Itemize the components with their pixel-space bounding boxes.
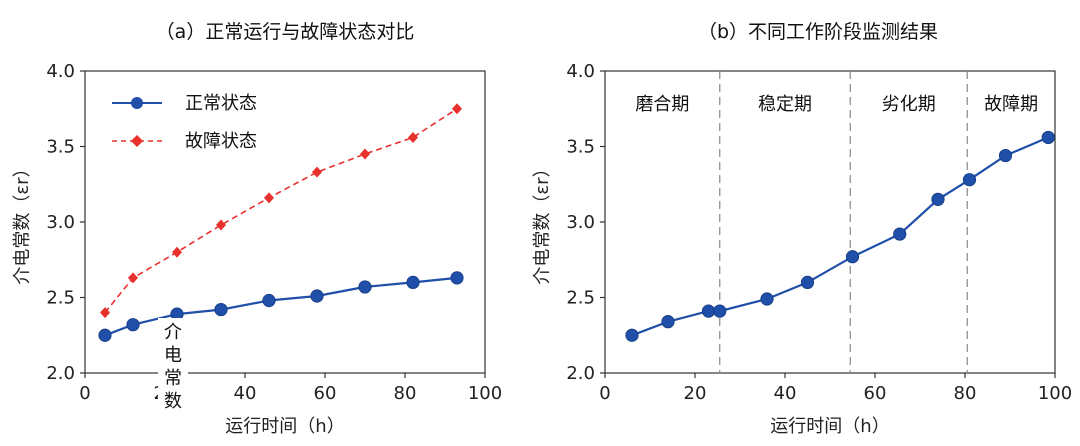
data-point [962,173,977,187]
phase-label: 磨合期 [635,94,689,115]
data-point [358,280,372,294]
panel-b-y-label: 介电常数（εr） [532,159,553,284]
data-point [214,302,228,317]
data-point [98,328,112,342]
panel-b-plot-frame [604,70,1056,374]
panel-a-title: （a）正常运行与故障状态对比 [156,21,415,43]
data-point [406,275,420,289]
panel-a-legend: 正常状态 故障状态 [112,93,257,152]
data-point [1041,130,1055,145]
panel-a-plot-frame [84,70,486,374]
panel-a-y-label: 介电常数（εr） [12,159,33,284]
series-line [631,136,1049,337]
y-tick-label: 4.0 [46,61,75,82]
panel-b-x-ticks: 0 20 40 60 80 100 [599,373,1072,404]
series-line [104,276,458,337]
panel-a: （a）正常运行与故障状态对比 2.02.53.03.54.0 020406080… [12,21,502,437]
y-tick-label: 3.5 [46,137,75,158]
legend-fault-label: 故障状态 [185,131,257,152]
panel-a-series [98,103,464,342]
data-point [312,166,322,178]
x-tick-label: 60 [864,383,887,404]
panel-a-y-ticks: 2.0 2.5 3.0 3.5 4.0 [46,61,85,384]
data-point [100,307,110,319]
phase-label: 稳定期 [758,94,812,115]
y-tick-label: 2.5 [46,288,75,309]
data-point [625,328,639,342]
x-tick-label: 100 [468,383,502,404]
panel-b: （b）不同工作阶段监测结果 2.0 2.5 3.0 3.5 4.0 0 20 40 60 80 1… [532,21,1072,437]
legend-normal-marker [131,97,143,109]
panel-b-phases: 磨合期 稳定期 劣化期 故障期 [635,71,1038,373]
y-tick-label: 3.0 [566,212,595,233]
panel-a-x-label: 运行时间（h） [225,416,344,437]
data-point [713,304,727,318]
x-tick-label: 80 [394,383,417,404]
x-tick-label: 0 [599,383,610,404]
series-line [104,108,458,314]
annotation-char: 介 [164,322,182,343]
legend-fault-marker [131,135,143,147]
y-tick-label: 3.0 [46,212,75,233]
data-point [893,227,907,241]
y-tick-label: 2.0 [566,363,595,384]
data-point [126,318,140,332]
data-point [172,246,182,258]
annotation-char: 常 [164,368,182,389]
data-point [450,271,464,285]
x-tick-label: 100 [1038,383,1072,404]
data-point [216,219,226,231]
data-point [661,315,675,329]
panel-b-series [625,130,1055,342]
data-point [760,292,774,306]
panel-b-y-ticks: 2.0 2.5 3.0 3.5 4.0 [566,61,605,384]
x-tick-label: 20 [684,383,707,404]
panel-b-x-label: 运行时间（h） [770,416,889,437]
data-point [310,289,324,303]
y-tick-label: 2.0 [46,363,75,384]
data-point [452,103,462,115]
panel-a-annotation: 介电常数 [164,322,182,412]
data-point [931,192,945,206]
x-tick-label: 0 [79,383,90,404]
y-tick-label: 3.5 [566,137,595,158]
y-tick-label: 4.0 [566,61,595,82]
annotation-char: 电 [164,345,182,366]
phase-label: 故障期 [984,94,1038,115]
data-point [408,131,418,143]
panel-b-title: （b）不同工作阶段监测结果 [698,21,938,43]
x-tick-label: 60 [314,383,337,404]
data-point [800,275,815,289]
data-point [845,250,860,264]
data-point [701,304,716,318]
phase-label: 劣化期 [882,94,936,115]
data-point [998,148,1013,163]
data-point [264,192,274,204]
annotation-char: 数 [164,391,182,412]
data-point [262,293,276,308]
x-tick-label: 40 [774,383,797,404]
annotation-background [158,318,188,418]
x-tick-label: 80 [954,383,977,404]
data-point [360,148,370,160]
y-tick-label: 2.5 [566,288,595,309]
x-tick-label: 40 [234,383,257,404]
data-point [128,272,138,284]
legend-normal-label: 正常状态 [185,93,257,114]
